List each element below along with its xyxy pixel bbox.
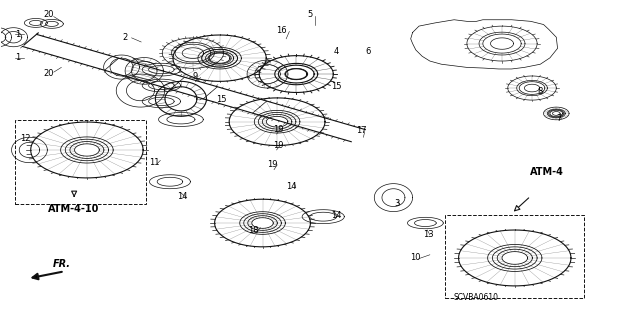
Text: 10: 10 (410, 254, 421, 263)
Text: 15: 15 (331, 82, 341, 91)
Text: 5: 5 (308, 11, 313, 19)
Text: 20: 20 (44, 69, 54, 78)
Text: 15: 15 (216, 95, 227, 104)
Text: 13: 13 (423, 230, 434, 239)
Text: 3: 3 (394, 199, 399, 208)
Text: 14: 14 (177, 191, 188, 201)
Text: 19: 19 (273, 125, 284, 134)
Text: 20: 20 (44, 11, 54, 19)
Text: ATM-4-10: ATM-4-10 (49, 204, 100, 214)
Text: 1: 1 (15, 30, 20, 39)
Text: 8: 8 (538, 87, 543, 96)
Text: 11: 11 (148, 158, 159, 167)
Text: 1: 1 (15, 53, 20, 62)
Text: 2: 2 (123, 33, 128, 42)
Text: 9: 9 (193, 72, 198, 81)
Text: 19: 19 (267, 160, 277, 169)
Text: 4: 4 (333, 47, 339, 56)
Text: 7: 7 (557, 114, 562, 123)
Text: 16: 16 (276, 26, 287, 35)
Text: 14: 14 (286, 182, 296, 191)
Text: 17: 17 (356, 126, 367, 135)
Text: SCVBA0610: SCVBA0610 (454, 293, 499, 302)
Text: FR.: FR. (52, 259, 70, 269)
Text: 12: 12 (20, 134, 30, 143)
Text: 18: 18 (248, 226, 259, 235)
Text: ATM-4: ATM-4 (530, 167, 564, 177)
Text: 6: 6 (365, 47, 371, 56)
Text: 14: 14 (331, 211, 341, 219)
Text: 19: 19 (273, 141, 284, 150)
